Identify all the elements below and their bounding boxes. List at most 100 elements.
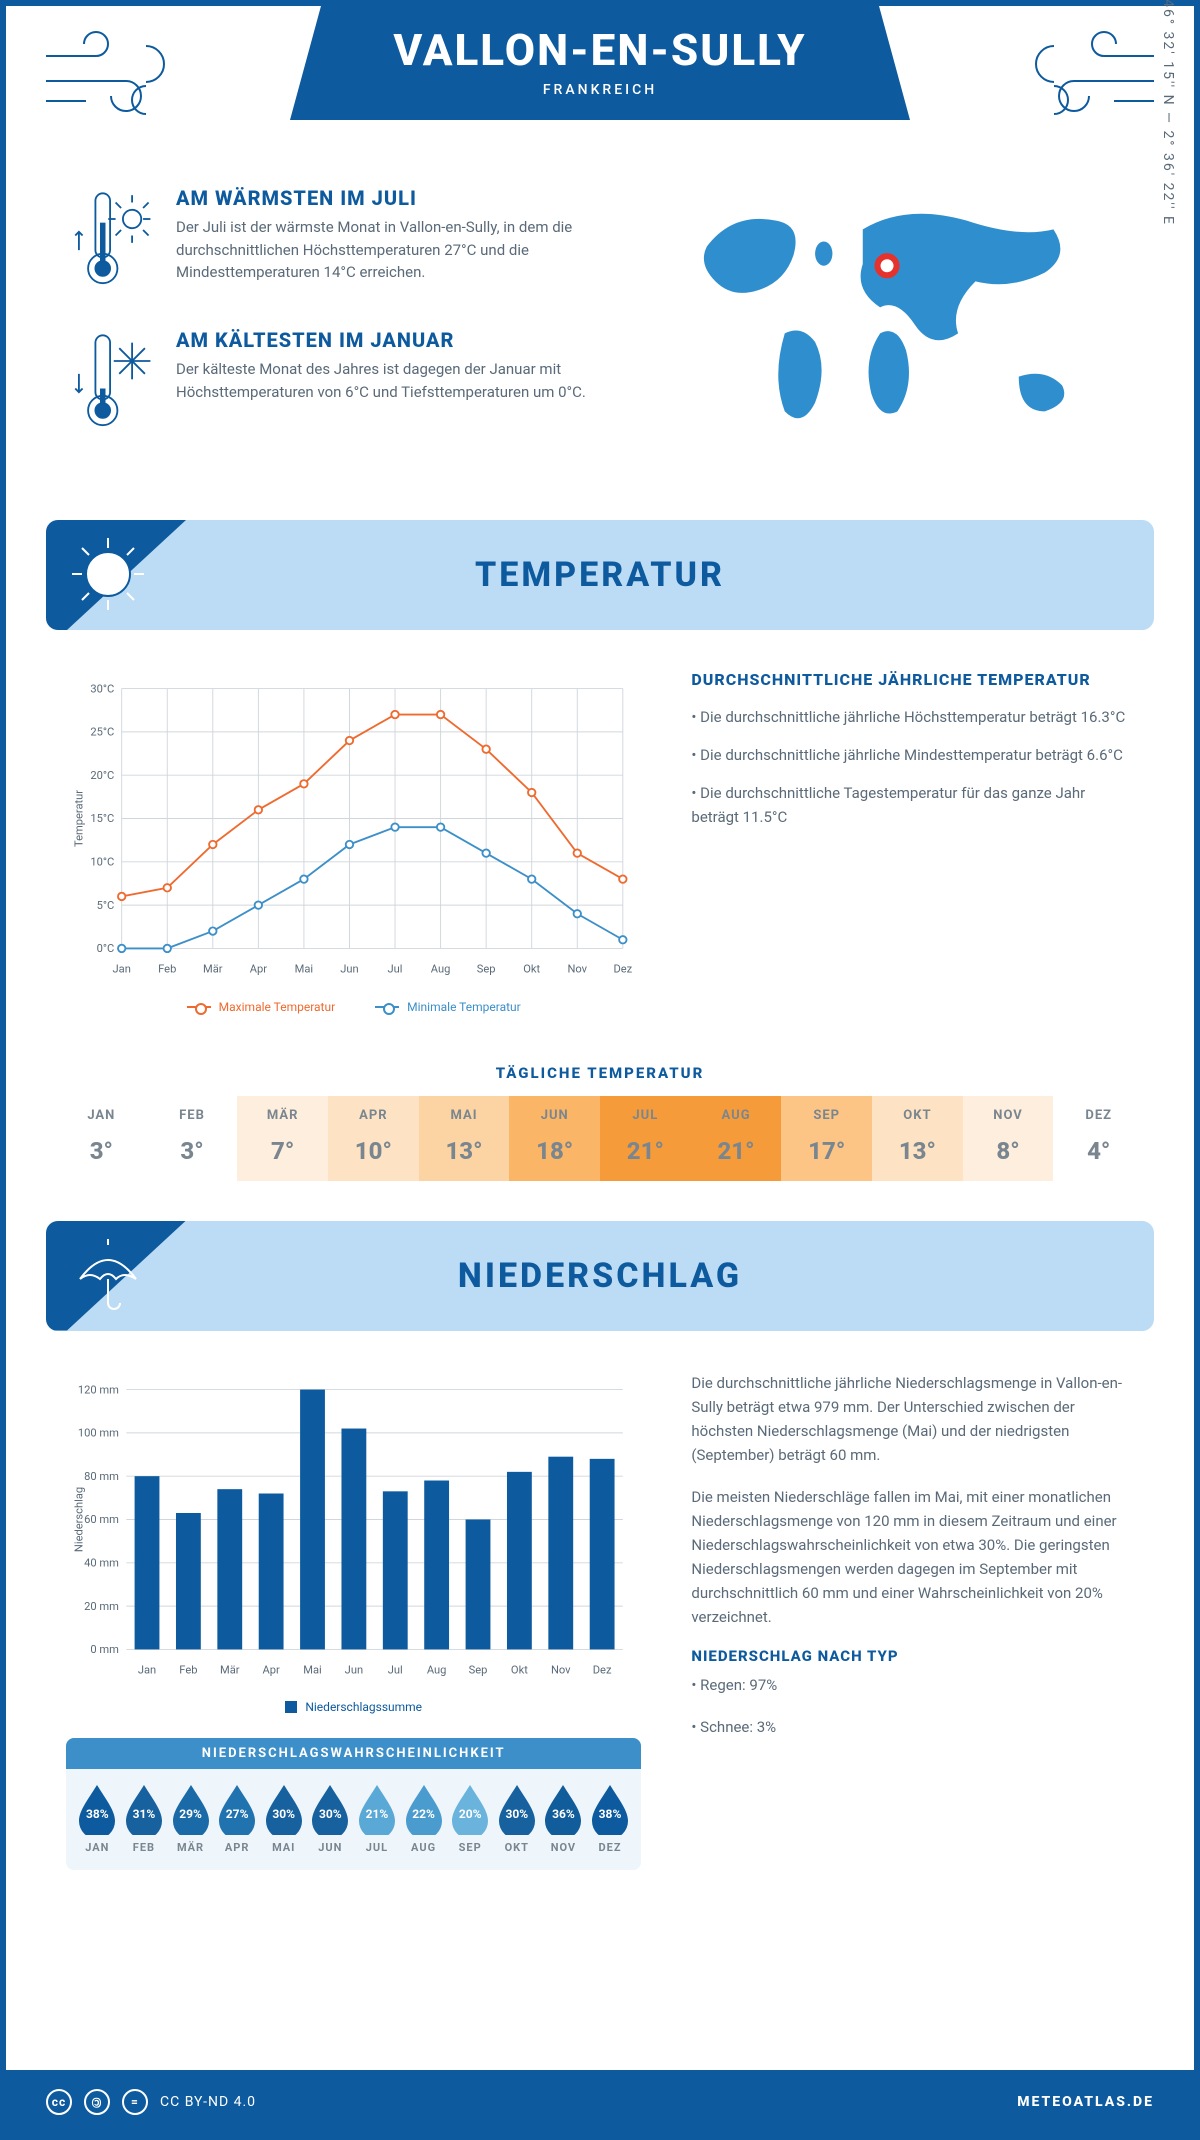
svg-text:5°C: 5°C (97, 899, 115, 912)
legend-min: Minimale Temperatur (407, 1000, 521, 1014)
sun-icon (68, 534, 148, 614)
svg-text:20 mm: 20 mm (84, 1599, 119, 1612)
prob-cell: 21% JUL (354, 1783, 401, 1854)
svg-text:Apr: Apr (250, 963, 268, 976)
daily-temp-cell: OKT13° (872, 1096, 963, 1181)
precip-type-item: • Regen: 97% (691, 1673, 1134, 1697)
prob-cell: 30% MAI (260, 1783, 307, 1854)
site-name: METEOATLAS.DE (1017, 2094, 1154, 2110)
svg-text:60 mm: 60 mm (84, 1513, 119, 1526)
svg-text:Sep: Sep (477, 963, 496, 976)
svg-text:Feb: Feb (158, 963, 176, 976)
svg-text:Mai: Mai (303, 1663, 321, 1676)
legend-max: Maximale Temperatur (219, 1000, 335, 1014)
fact-warmest: AM WÄRMSTEN IM JULI Der Juli ist der wär… (66, 186, 604, 300)
daily-temp-cell: JUL21° (600, 1096, 691, 1181)
svg-text:Temperatur: Temperatur (73, 790, 86, 847)
svg-text:30°C: 30°C (90, 682, 114, 695)
daily-temp-cell: SEP17° (781, 1096, 872, 1181)
wind-icon (36, 26, 186, 126)
daily-temp-title: TÄGLICHE TEMPERATUR (6, 1064, 1194, 1082)
svg-text:Okt: Okt (511, 1663, 528, 1676)
prob-cell: 22% AUG (400, 1783, 447, 1854)
svg-text:Jun: Jun (340, 963, 358, 976)
svg-text:0°C: 0°C (97, 942, 115, 955)
svg-text:Nov: Nov (567, 963, 587, 976)
temperature-heading: TEMPERATUR (475, 555, 725, 595)
svg-text:20°C: 20°C (90, 769, 114, 782)
daily-temp-strip: JAN3°FEB3°MÄR7°APR10°MAI13°JUN18°JUL21°A… (56, 1096, 1144, 1181)
svg-text:Aug: Aug (427, 1663, 447, 1676)
svg-text:Dez: Dez (593, 1663, 612, 1676)
precip-type-heading: NIEDERSCHLAG NACH TYP (691, 1647, 1134, 1665)
svg-text:Jan: Jan (138, 1663, 156, 1676)
daily-temp-cell: DEZ4° (1053, 1096, 1144, 1181)
fact-cold-title: AM KÄLTESTEN IM JANUAR (176, 328, 604, 352)
wind-icon (1014, 26, 1164, 126)
daily-temp-cell: NOV8° (963, 1096, 1054, 1181)
prob-cell: 27% APR (214, 1783, 261, 1854)
footer: cc 🄯 = CC BY-ND 4.0 METEOATLAS.DE (6, 2070, 1194, 2134)
temperature-line-chart: 0°C5°C10°C15°C20°C25°C30°CJanFebMärAprMa… (66, 670, 641, 1014)
precip-summary: Die durchschnittliche jährliche Niedersc… (691, 1371, 1134, 1871)
daily-temp-cell: JAN3° (56, 1096, 147, 1181)
fact-warm-title: AM WÄRMSTEN IM JULI (176, 186, 604, 210)
svg-text:Sep: Sep (469, 1663, 488, 1676)
title-band: VALLON-EN-SULLY FRANKREICH (290, 6, 910, 120)
location-title: VALLON-EN-SULLY (310, 24, 890, 76)
thermometer-cold-icon (66, 328, 156, 438)
svg-text:Aug: Aug (431, 963, 451, 976)
svg-text:80 mm: 80 mm (84, 1469, 119, 1482)
temp-bullet: • Die durchschnittliche Tagestemperatur … (691, 781, 1134, 829)
svg-text:Jun: Jun (345, 1663, 363, 1676)
svg-text:Okt: Okt (523, 963, 540, 976)
fact-cold-body: Der kälteste Monat des Jahres ist dagege… (176, 358, 604, 403)
daily-temp-cell: FEB3° (147, 1096, 238, 1181)
daily-temp-cell: MAI13° (419, 1096, 510, 1181)
svg-text:0 mm: 0 mm (90, 1643, 119, 1656)
temperature-banner: TEMPERATUR (46, 520, 1154, 630)
legend-precip: Niederschlagssumme (305, 1700, 422, 1714)
temperature-legend: Maximale Temperatur Minimale Temperatur (66, 1000, 641, 1014)
prob-cell: 38% JAN (74, 1783, 121, 1854)
thermometer-hot-icon (66, 186, 156, 296)
prob-cell: 31% FEB (121, 1783, 168, 1854)
svg-text:10°C: 10°C (90, 856, 114, 869)
daily-temp-cell: MÄR7° (237, 1096, 328, 1181)
temp-bullet: • Die durchschnittliche jährliche Höchst… (691, 705, 1134, 729)
cc-nd-icon: = (122, 2089, 148, 2115)
temp-bullet: • Die durchschnittliche jährliche Mindes… (691, 743, 1134, 767)
svg-text:Jan: Jan (113, 963, 131, 976)
precip-type-item: • Schnee: 3% (691, 1715, 1134, 1739)
svg-text:Jul: Jul (388, 963, 403, 976)
svg-text:Apr: Apr (262, 1663, 280, 1676)
svg-text:Jul: Jul (388, 1663, 403, 1676)
prob-cell: 36% NOV (540, 1783, 587, 1854)
cc-by-icon: 🄯 (84, 2089, 110, 2115)
coordinates: 46° 32' 15'' N — 2° 36' 22'' E (1160, 0, 1176, 226)
prob-cell: 30% OKT (493, 1783, 540, 1854)
daily-temp-cell: AUG21° (691, 1096, 782, 1181)
temp-summary-heading: DURCHSCHNITTLICHE JÄHRLICHE TEMPERATUR (691, 670, 1134, 689)
location-country: FRANKREICH (310, 82, 890, 98)
prob-cell: 20% SEP (447, 1783, 494, 1854)
daily-temp-cell: APR10° (328, 1096, 419, 1181)
prob-title: NIEDERSCHLAGSWAHRSCHEINLICHKEIT (66, 1738, 641, 1769)
world-map (644, 186, 1134, 446)
precip-p2: Die meisten Niederschläge fallen im Mai,… (691, 1485, 1134, 1629)
precip-probability-panel: NIEDERSCHLAGSWAHRSCHEINLICHKEIT 38% JAN … (66, 1738, 641, 1870)
svg-text:Nov: Nov (551, 1663, 571, 1676)
svg-text:Mai: Mai (295, 963, 313, 976)
daily-temp-cell: JUN18° (509, 1096, 600, 1181)
header: VALLON-EN-SULLY FRANKREICH (6, 6, 1194, 186)
svg-text:40 mm: 40 mm (84, 1556, 119, 1569)
svg-text:Niederschlag: Niederschlag (73, 1486, 86, 1551)
prob-cell: 29% MÄR (167, 1783, 214, 1854)
svg-text:100 mm: 100 mm (78, 1426, 119, 1439)
svg-text:Mär: Mär (220, 1663, 240, 1676)
prob-cell: 30% JUN (307, 1783, 354, 1854)
cc-icon: cc (46, 2089, 72, 2115)
svg-text:Feb: Feb (179, 1663, 197, 1676)
svg-text:15°C: 15°C (90, 812, 114, 825)
svg-text:120 mm: 120 mm (78, 1383, 119, 1396)
